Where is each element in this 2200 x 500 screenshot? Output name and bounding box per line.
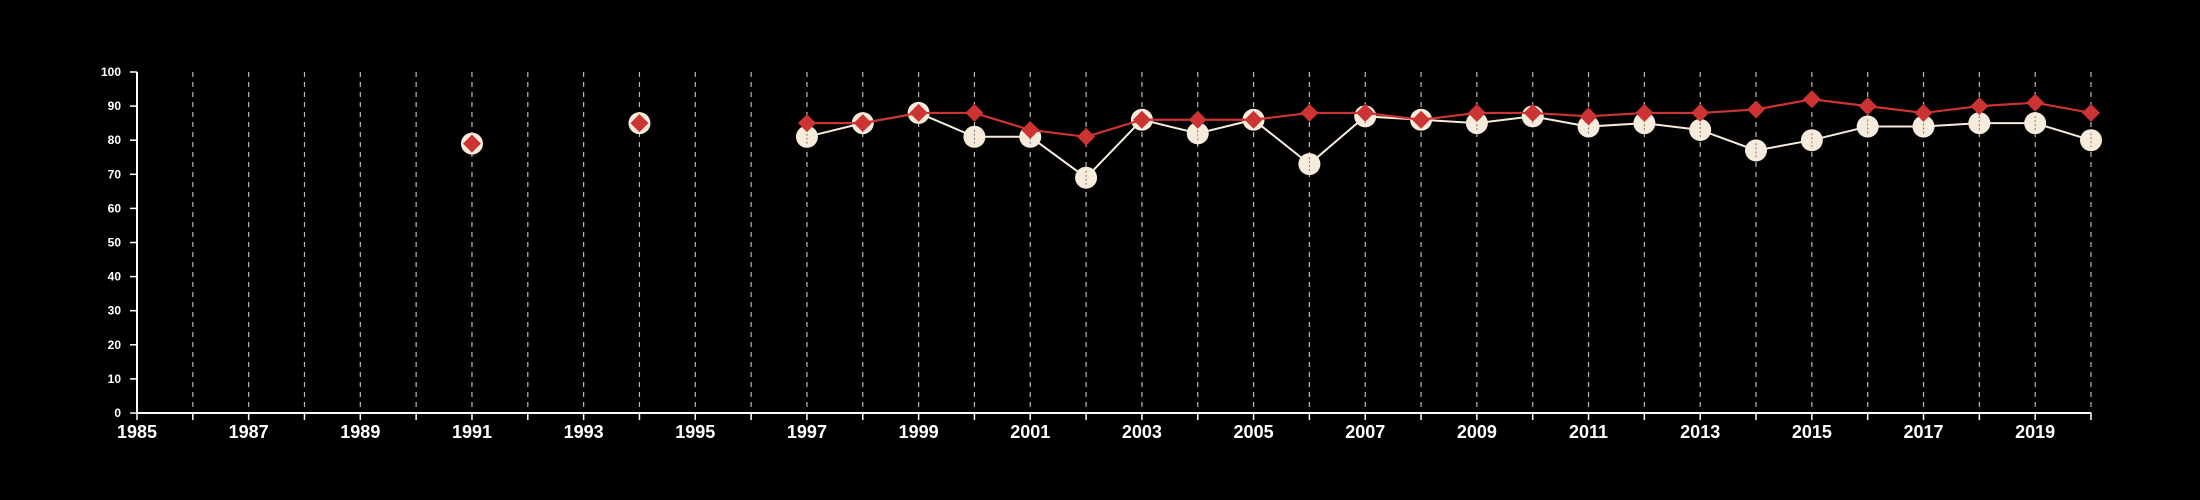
point-diamond — [1188, 110, 1207, 129]
x-tick-label: 1991 — [452, 422, 492, 442]
x-tick-label: 2009 — [1457, 422, 1497, 442]
series-line-white — [806, 111, 2092, 180]
y-tick-label: 10 — [108, 372, 122, 386]
x-tick-label: 1997 — [787, 422, 827, 442]
y-tick-label: 90 — [108, 99, 122, 113]
y-tick-label: 30 — [108, 304, 122, 318]
point-diamond — [462, 134, 481, 153]
point-circle — [1633, 112, 1656, 135]
x-tick-label: 2013 — [1680, 422, 1720, 442]
x-tick-label: 2005 — [1234, 422, 1274, 442]
point-diamond — [1244, 110, 1263, 129]
point-circle — [1186, 122, 1209, 145]
point-diamond — [797, 114, 816, 133]
point-circle — [1075, 166, 1098, 189]
x-tick-label: 2007 — [1345, 422, 1385, 442]
y-tick-label: 40 — [108, 270, 122, 284]
point-circle — [1800, 129, 1823, 152]
x-tick-label: 1987 — [229, 422, 269, 442]
point-circle — [1968, 112, 1991, 135]
point-circle — [1745, 139, 1768, 162]
x-tick-label: 1999 — [899, 422, 939, 442]
point-diamond — [1021, 120, 1040, 139]
point-circle — [1689, 118, 1712, 141]
point-circle — [1465, 112, 1488, 135]
x-tick-label: 2003 — [1122, 422, 1162, 442]
x-tick-label: 1995 — [675, 422, 715, 442]
y-tick-label: 0 — [114, 406, 121, 420]
point-diamond — [1300, 103, 1319, 122]
point-diamond — [1691, 103, 1710, 122]
point-diamond — [2082, 103, 2100, 122]
y-tick-label: 80 — [108, 133, 122, 147]
point-diamond — [1077, 127, 1096, 146]
y-tick-label: 100 — [101, 65, 121, 79]
x-tick-label: 2011 — [1569, 422, 1608, 442]
x-tick-label: 2015 — [1792, 422, 1832, 442]
point-diamond — [1412, 110, 1431, 129]
point-diamond — [1467, 103, 1486, 122]
point-circle — [1856, 115, 1879, 138]
point-diamond — [1132, 110, 1151, 129]
y-tick-label: 20 — [108, 338, 122, 352]
point-diamond — [630, 114, 649, 133]
point-diamond — [965, 103, 984, 122]
point-diamond — [853, 114, 872, 133]
point-diamond — [1356, 103, 1375, 122]
point-circle — [1912, 115, 1935, 138]
point-diamond — [909, 103, 928, 122]
x-tick-label: 1989 — [340, 422, 380, 442]
point-circle — [795, 125, 818, 148]
point-circle — [963, 125, 986, 148]
point-diamond — [1635, 103, 1654, 122]
grid-lines — [192, 72, 2092, 413]
axes: 0 10 20 30 40 50 60 70 80 90 100 1985 1987 1989 1991 19… — [101, 65, 2092, 442]
point-diamond — [1579, 107, 1598, 126]
y-tick-label: 70 — [108, 167, 122, 181]
point-diamond — [1970, 97, 1989, 116]
point-diamond — [1523, 103, 1542, 122]
data-series — [460, 90, 2102, 189]
point-circle — [1298, 153, 1321, 176]
x-tick-label: 2001 — [1010, 422, 1050, 442]
point-diamond — [1914, 103, 1933, 122]
series-line-red — [806, 98, 2092, 138]
y-tick-label: 60 — [108, 201, 122, 215]
point-circle — [2080, 129, 2102, 152]
point-diamond — [2026, 93, 2045, 112]
x-tick-label: 1993 — [564, 422, 604, 442]
x-tick-label: 1985 — [117, 422, 157, 442]
point-circle — [1577, 115, 1600, 138]
point-diamond — [1802, 90, 1821, 109]
point-diamond — [1747, 100, 1766, 119]
x-tick-label: 2017 — [1903, 422, 1943, 442]
y-tick-label: 50 — [108, 236, 122, 250]
x-tick-label: 2019 — [2015, 422, 2055, 442]
point-diamond — [1858, 97, 1877, 116]
point-circle — [2024, 112, 2047, 135]
